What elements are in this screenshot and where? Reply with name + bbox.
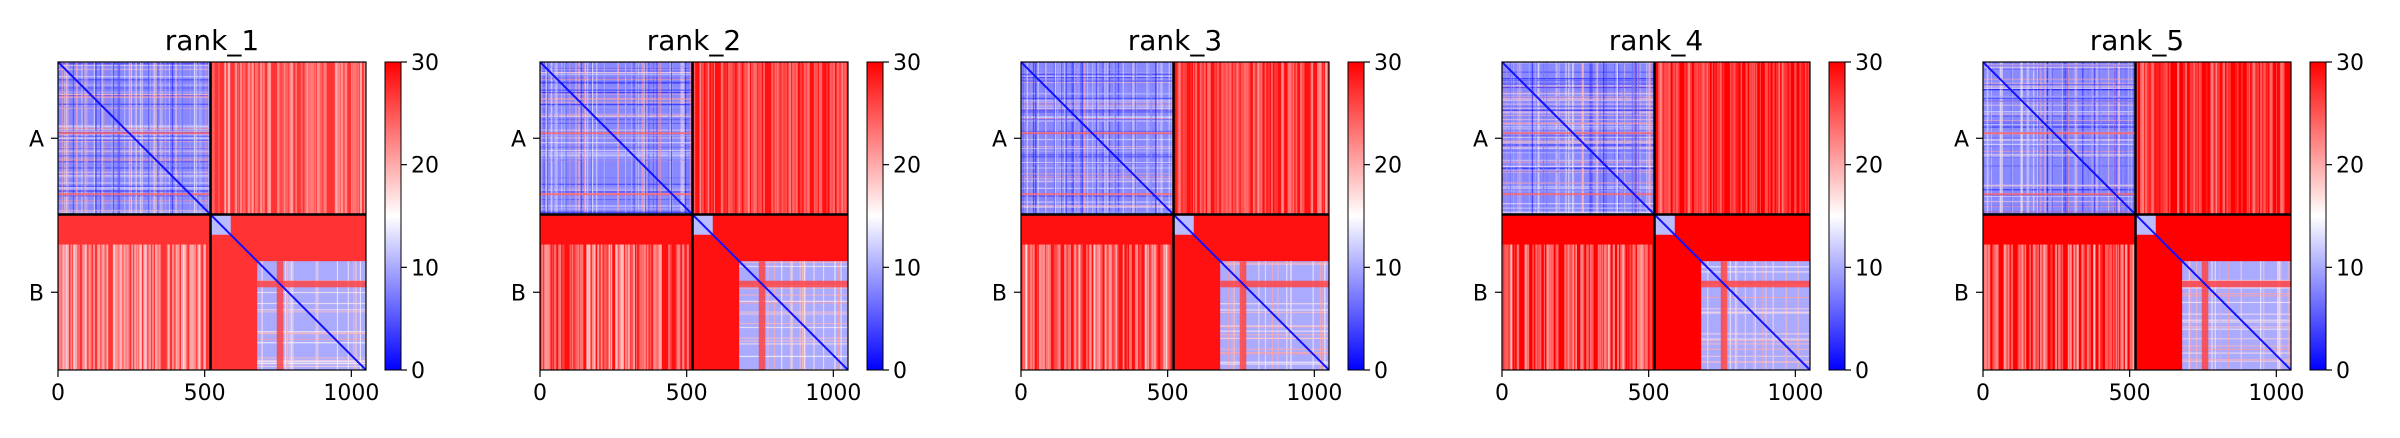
diagonal [1983,62,2291,370]
y-tick-label-b: B [1954,281,1969,306]
heatmap-panel-1: rank_1 0 500 1000 A B 0 10 20 30 [29,24,439,406]
inter-chain-stripes [211,62,366,215]
heatmap-cells [1021,62,1329,370]
heatmap-panel-2: rank_2 0 500 1000 A B 0 10 20 30 [511,24,921,406]
colorbar-gradient [1347,61,1365,371]
panel-title: rank_1 [165,24,259,57]
x-tick-label: 500 [184,381,226,406]
x-tick-label: 0 [533,381,547,406]
x-tick-label: 1000 [2248,381,2304,406]
colorbar-tick-label: 20 [1374,154,1402,179]
colorbar-tick-label: 30 [2336,51,2364,76]
x-tick-label: 500 [2109,381,2151,406]
y-tick-label-b: B [29,281,44,306]
diagonal [58,62,366,370]
colorbar: 0 10 20 30 [866,51,921,384]
panel-title: rank_4 [1609,24,1703,57]
heatmap-panel-3: rank_3 0 500 1000 A B 0 10 20 30 [992,24,1402,406]
heatmap-cells [1502,62,1810,370]
y-tick-label-a: A [1473,127,1488,152]
x-tick-label: 1000 [1286,381,1342,406]
inter-chain-stripes [692,62,847,215]
inter-chain-stripes-lower [1983,244,2137,370]
colorbar-tick-label: 20 [411,154,439,179]
diagonal [1502,62,1810,370]
panel-title: rank_2 [647,24,741,57]
inter-chain-stripes-lower [541,244,689,370]
colorbar-tick-label: 30 [1374,51,1402,76]
x-tick-label: 0 [51,381,65,406]
x-tick-label: 1000 [323,381,379,406]
colorbar-tick-label: 0 [1374,359,1388,384]
inter-chain-stripes [1657,62,1810,215]
axes-frame [1501,61,1811,371]
colorbar: 0 10 20 30 [1347,51,1402,384]
colorbar: 0 10 20 30 [1828,51,1883,384]
x-tick-label: 500 [1147,381,1189,406]
heatmap-cells [540,62,848,370]
y-tick-label-a: A [992,127,1007,152]
colorbar-tick-label: 0 [411,359,425,384]
inter-chain-stripes [2136,62,2291,215]
inter-chain-stripes [1176,62,1329,215]
colorbar-tick-label: 10 [2336,256,2364,281]
colorbar-tick-label: 10 [1374,256,1402,281]
heatmap-panel-4: rank_4 0 500 1000 A B 0 10 20 30 [1473,24,1883,406]
colorbar-gradient [866,61,884,371]
colorbar-gradient [384,61,402,371]
heatmap-panel-5: rank_5 0 500 1000 A B 0 10 20 30 [1954,24,2364,406]
panel-title: rank_3 [1128,24,1222,57]
diagonal [540,62,848,370]
axes-frame [539,61,849,371]
x-tick-label: 0 [1495,381,1509,406]
x-tick-label: 500 [1628,381,1670,406]
inter-chain-stripes-lower [1502,244,1653,370]
colorbar-gradient [2309,61,2327,371]
axes-frame [57,61,367,371]
panel-title: rank_5 [2090,24,2184,57]
colorbar: 0 10 20 30 [2309,51,2364,384]
heatmap-cells [1983,62,2291,370]
y-tick-label-a: A [511,127,526,152]
colorbar-tick-label: 30 [893,51,921,76]
colorbar-gradient [1828,61,1846,371]
colorbar: 0 10 20 30 [384,51,439,384]
colorbar-tick-label: 30 [411,51,439,76]
x-tick-label: 0 [1014,381,1028,406]
colorbar-tick-label: 0 [893,359,907,384]
colorbar-tick-label: 30 [1855,51,1883,76]
x-tick-label: 0 [1976,381,1990,406]
inter-chain-stripes-lower [1022,244,1175,370]
x-tick-label: 1000 [1767,381,1823,406]
diagonal [1021,62,1329,370]
colorbar-tick-label: 10 [411,256,439,281]
colorbar-tick-label: 10 [893,256,921,281]
inter-chain-stripes-lower [58,244,211,370]
y-tick-label-a: A [1954,127,1969,152]
x-tick-label: 1000 [805,381,861,406]
colorbar-tick-label: 0 [1855,359,1869,384]
y-tick-label-b: B [992,281,1007,306]
colorbar-tick-label: 20 [893,154,921,179]
axes-frame [1982,61,2292,371]
heatmap-cells [58,62,366,370]
y-tick-label-b: B [511,281,526,306]
colorbar-tick-label: 20 [2336,154,2364,179]
y-tick-label-b: B [1473,281,1488,306]
colorbar-tick-label: 0 [2336,359,2350,384]
colorbar-tick-label: 20 [1855,154,1883,179]
colorbar-tick-label: 10 [1855,256,1883,281]
x-tick-label: 500 [666,381,708,406]
axes-frame [1020,61,1330,371]
y-tick-label-a: A [29,127,44,152]
